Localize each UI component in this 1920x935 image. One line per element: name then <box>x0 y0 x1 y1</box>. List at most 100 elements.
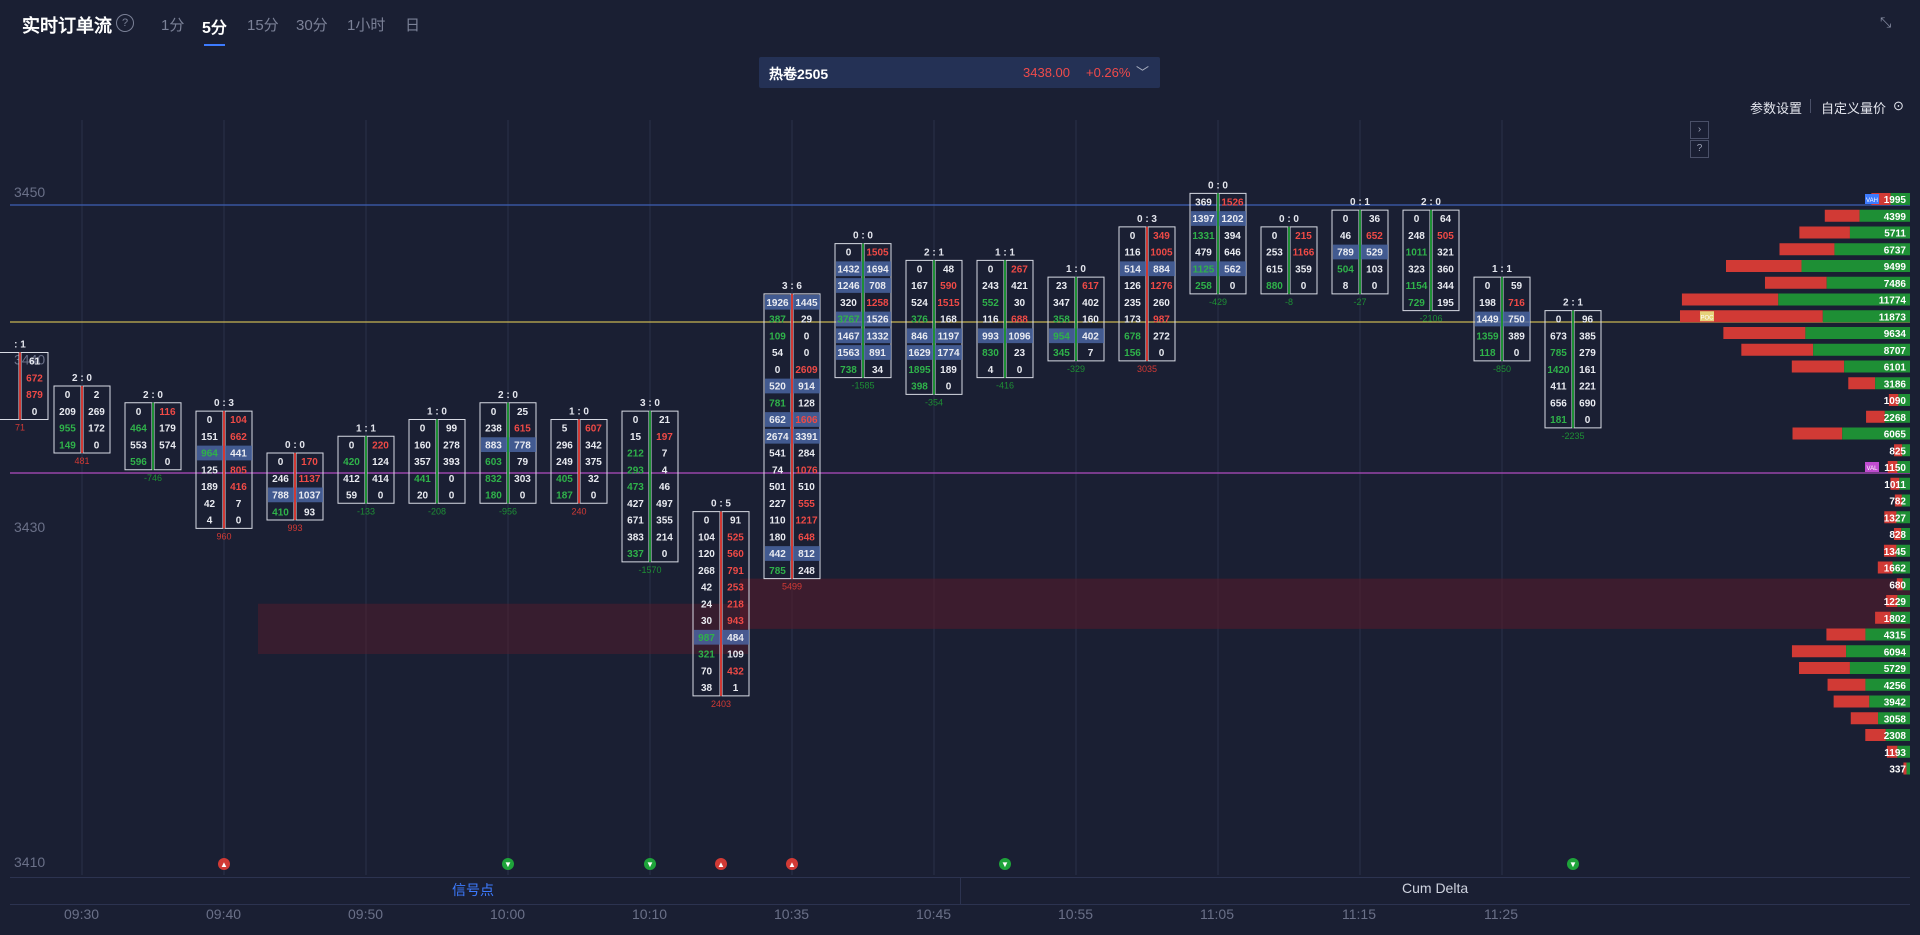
bid-volume: 553 <box>130 440 147 451</box>
bid-volume: 785 <box>769 566 786 577</box>
profile-ask-bar <box>1792 427 1843 440</box>
bottom-tab-bar <box>10 877 1910 905</box>
ask-volume: 0 <box>449 491 455 502</box>
profile-ask-bar <box>1827 678 1866 691</box>
bid-volume: 358 <box>1053 315 1070 326</box>
candle-box-bid <box>1189 192 1218 295</box>
timeframe-15m[interactable]: 15分 <box>247 17 279 34</box>
profile-ask-bar <box>1741 343 1814 356</box>
bid-volume: 357 <box>414 457 431 468</box>
profile-total: 825 <box>1889 446 1906 457</box>
profile-total: 5729 <box>1884 664 1907 675</box>
signal-glyph: ▲ <box>717 860 725 869</box>
bid-volume: 376 <box>911 315 928 326</box>
ask-volume: 0 <box>94 440 100 451</box>
ask-volume: 29 <box>801 315 813 326</box>
profile-bid-bar <box>1892 561 1910 574</box>
ask-volume: 1202 <box>1221 214 1244 225</box>
profile-tag-label: VAL <box>1867 466 1879 472</box>
ask-volume: 64 <box>1440 214 1452 225</box>
bid-volume: 0 <box>1556 315 1562 326</box>
x-tick-label: 11:25 <box>1484 906 1518 922</box>
profile-total: 1995 <box>1884 195 1907 206</box>
ask-volume: 716 <box>1508 298 1525 309</box>
delta-label: -2106 <box>1419 314 1442 324</box>
candle-box-bid <box>1402 209 1431 312</box>
candle-ratio: 3 : 0 <box>640 398 660 409</box>
ask-volume: 0 <box>520 491 526 502</box>
ask-volume: 1217 <box>795 516 818 527</box>
ticker-price: 3438.00 <box>1023 65 1070 80</box>
ask-volume: 32 <box>588 474 600 485</box>
bid-volume: 501 <box>769 482 786 493</box>
bid-volume: 347 <box>1053 298 1070 309</box>
settings-icon[interactable]: ⊙ <box>1893 98 1904 113</box>
custom-price-button[interactable]: 自定义量价 <box>1821 101 1887 116</box>
ask-volume: 0 <box>662 549 668 560</box>
bid-volume: 846 <box>911 331 928 342</box>
ask-volume: 525 <box>727 532 744 543</box>
delta-label: 481 <box>74 456 89 466</box>
bid-volume: 189 <box>201 482 218 493</box>
expand-panel-button[interactable]: › <box>1690 121 1709 139</box>
profile-ask-bar <box>1884 511 1897 524</box>
bid-volume: 321 <box>698 650 715 661</box>
bid-volume: 337 <box>627 549 644 560</box>
profile-total: 9634 <box>1884 329 1907 340</box>
timeframe-30m[interactable]: 30分 <box>296 17 328 34</box>
candle-ratio: 1 : 0 <box>1066 264 1086 275</box>
bid-volume: 673 <box>1550 331 1567 342</box>
ask-volume: 1505 <box>866 248 889 259</box>
bid-volume: 880 <box>1266 281 1283 292</box>
tab-cum-delta[interactable]: Cum Delta <box>1402 880 1469 896</box>
bid-volume: 180 <box>485 491 502 502</box>
info-button[interactable]: ? <box>1690 140 1709 158</box>
bid-volume: 0 <box>1414 214 1420 225</box>
ask-volume: 1526 <box>866 315 889 326</box>
bid-volume: 1563 <box>837 348 860 359</box>
signal-glyph: ▼ <box>646 860 654 869</box>
profile-ask-bar <box>1894 494 1902 507</box>
timeframe-1h[interactable]: 1小时 <box>347 17 386 34</box>
profile-ask-bar <box>1826 628 1866 641</box>
x-tick-label: 10:10 <box>632 906 668 922</box>
bid-volume: 0 <box>633 415 639 426</box>
bid-volume: 23 <box>1056 281 1068 292</box>
profile-total: 2268 <box>1884 413 1907 424</box>
ask-volume: 414 <box>372 474 389 485</box>
ask-volume: 96 <box>1582 315 1594 326</box>
ask-volume: 2 <box>94 390 100 401</box>
profile-total: 1327 <box>1884 513 1907 524</box>
ask-volume: 79 <box>517 457 529 468</box>
collapse-arrows-icon[interactable]: ⤡ <box>1880 14 1892 30</box>
candle-ratio: : 1 <box>14 340 26 351</box>
bid-volume: 0 <box>1343 214 1349 225</box>
help-icon[interactable]: ? <box>116 14 134 32</box>
bid-volume: 248 <box>1408 231 1425 242</box>
timeframe-day[interactable]: 日 <box>405 17 421 34</box>
ticker-change: +0.26% <box>1086 65 1131 80</box>
ask-volume: 943 <box>727 616 744 627</box>
bid-volume: 789 <box>1337 248 1354 259</box>
ask-volume: 0 <box>1017 365 1023 376</box>
bid-volume: 30 <box>701 616 713 627</box>
profile-ask-bar <box>1896 578 1903 591</box>
ticker-selector[interactable]: 热卷2505 3438.00 +0.26% ﹀ <box>759 57 1160 88</box>
ask-volume: 0 <box>1301 281 1307 292</box>
bid-volume: 24 <box>701 599 713 610</box>
ask-volume: 555 <box>798 499 815 510</box>
ask-volume: 342 <box>585 440 602 451</box>
delta-label: 2403 <box>711 699 731 709</box>
timeframe-1m[interactable]: 1分 <box>161 17 185 34</box>
bid-volume: 504 <box>1337 264 1354 275</box>
bid-volume: 212 <box>627 449 644 460</box>
tab-signal-points[interactable]: 信号点 <box>452 882 494 898</box>
profile-bid-bar <box>1884 410 1910 423</box>
ask-volume: 891 <box>869 348 886 359</box>
profile-ask-bar <box>1848 377 1876 390</box>
params-settings-button[interactable]: 参数设置 <box>1750 101 1803 116</box>
ask-volume: 393 <box>443 457 460 468</box>
timeframe-5m[interactable]: 5分 <box>202 14 227 46</box>
profile-bid-bar <box>1801 260 1910 272</box>
